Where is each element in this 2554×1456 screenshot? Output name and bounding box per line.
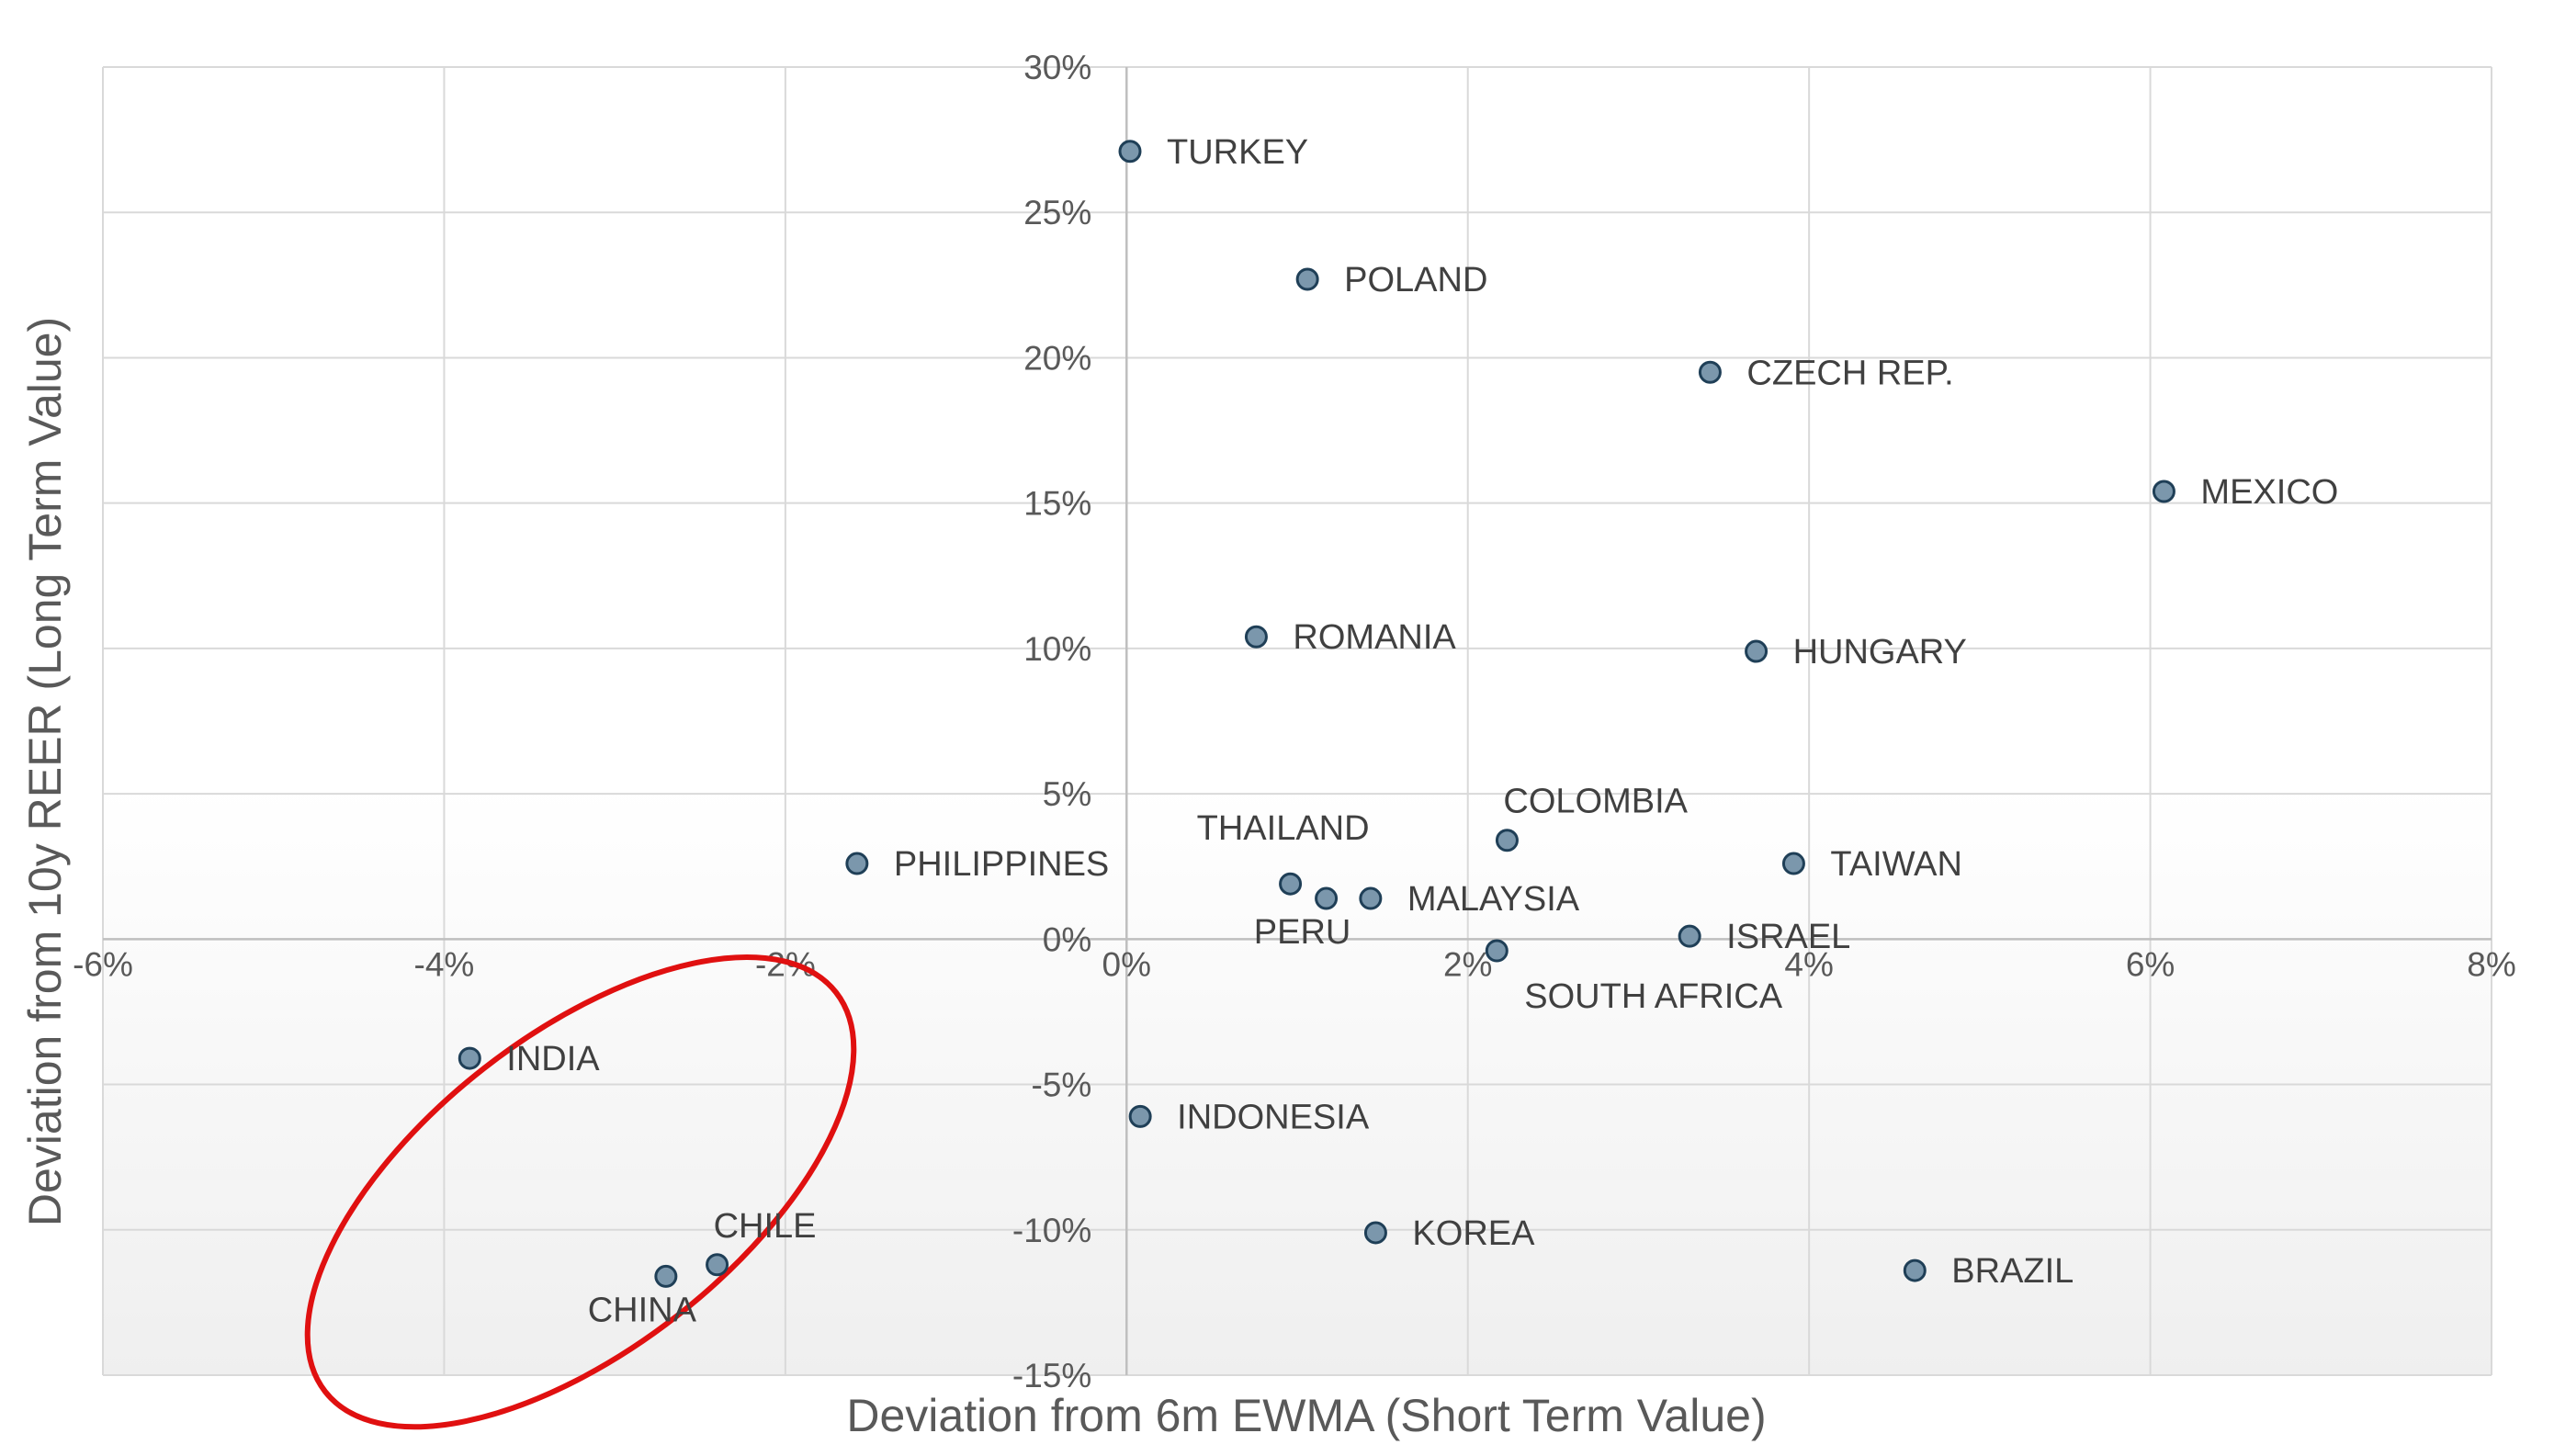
x-tick-label: 8% [2467, 945, 2515, 983]
y-tick-label: 5% [1043, 775, 1091, 813]
plot-area [103, 67, 2492, 1375]
point-label-thailand: THAILAND [1197, 809, 1370, 848]
y-axis-title: Deviation from 10y REER (Long Term Value… [19, 317, 71, 1226]
point-romania [1244, 625, 1268, 649]
y-tick-label: 0% [1043, 920, 1091, 958]
x-tick-label: -4% [414, 945, 475, 983]
point-label-turkey: TURKEY [1167, 133, 1308, 172]
point-colombia [1495, 829, 1519, 852]
point-label-taiwan: TAIWAN [1830, 845, 1962, 884]
data-points [458, 140, 2175, 1288]
point-turkey [1118, 140, 1142, 164]
point-peru [1315, 886, 1339, 910]
point-label-israel: ISRAEL [1726, 918, 1850, 956]
point-label-china: CHINA [588, 1291, 697, 1329]
y-tick-label: -15% [1012, 1357, 1091, 1394]
tick-labels: -6% -4% -2% 0% 2% 4% 6% 8%-15%-10%-5%0%5%10%15%… [73, 49, 2516, 1394]
point-label-brazil: BRAZIL [1951, 1252, 2074, 1291]
point-indonesia [1128, 1104, 1152, 1128]
point-mexico [2152, 480, 2175, 503]
x-tick-label: -6% [73, 945, 133, 983]
y-tick-label: -5% [1031, 1067, 1091, 1104]
point-korea [1363, 1221, 1387, 1245]
y-tick-label: -10% [1012, 1212, 1091, 1249]
point-label-czech-rep: CZECH REP. [1746, 354, 1953, 392]
point-label-indonesia: INDONESIA [1177, 1098, 1370, 1136]
highlight-ellipse [304, 954, 857, 1430]
point-india [458, 1046, 481, 1070]
point-label-mexico: MEXICO [2200, 473, 2338, 512]
point-label-south-africa: SOUTH AFRICA [1524, 977, 1782, 1016]
x-tick-label: 4% [1784, 945, 1833, 983]
point-poland [1295, 267, 1319, 291]
point-thailand [1279, 872, 1303, 896]
point-czech-rep [1698, 360, 1722, 384]
y-tick-label: 15% [1023, 485, 1091, 523]
x-tick-label: 0% [1102, 945, 1151, 983]
point-label-korea: KOREA [1412, 1214, 1535, 1253]
point-label-romania: ROMANIA [1293, 618, 1456, 657]
point-malaysia [1359, 886, 1383, 910]
point-labels: TURKEY POLAND CZECH REP. MEXICO ROMANIA HUNGA… [506, 133, 2338, 1330]
point-south-africa [1485, 939, 1509, 963]
axes [103, 67, 2492, 1375]
point-brazil [1903, 1258, 1927, 1282]
point-label-poland: POLAND [1344, 261, 1487, 299]
point-label-malaysia: MALAYSIA [1407, 880, 1580, 919]
y-tick-label: 20% [1023, 339, 1091, 377]
point-chile [706, 1253, 729, 1277]
y-tick-label: 30% [1023, 49, 1091, 86]
point-israel [1678, 924, 1701, 948]
x-tick-label: 6% [2126, 945, 2175, 983]
point-label-philippines: PHILIPPINES [894, 845, 1109, 884]
point-label-india: INDIA [506, 1040, 600, 1078]
point-taiwan [1781, 852, 1805, 875]
x-axis-title: Deviation from 6m EWMA (Short Term Value… [846, 1390, 1766, 1441]
y-tick-label: 10% [1023, 630, 1091, 668]
point-label-colombia: COLOMBIA [1503, 783, 1688, 821]
point-label-chile: CHILE [714, 1207, 817, 1246]
x-tick-label: 2% [1443, 945, 1492, 983]
point-hungary [1745, 639, 1769, 663]
highlight-group [304, 954, 857, 1430]
point-label-hungary: HUNGARY [1793, 633, 1967, 672]
point-philippines [845, 852, 869, 875]
point-label-peru: PERU [1254, 913, 1351, 952]
y-tick-label: 25% [1023, 194, 1091, 231]
point-china [654, 1264, 678, 1288]
